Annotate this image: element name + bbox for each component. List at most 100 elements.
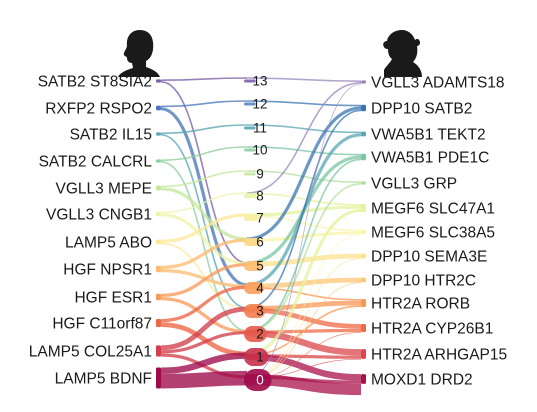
left-node-bar-lamp5-col25a1 <box>156 345 161 357</box>
middle-node-6 <box>244 238 261 246</box>
flow-hgf-esr1-to-2 <box>160 297 248 334</box>
left-label-hgf-c11orf87: HGF C11orf87 <box>52 316 152 333</box>
right-node-bar-vwa5b1-tekt2 <box>361 131 366 137</box>
flow-2-to-vwa5b1-pde1c <box>246 158 362 332</box>
middle-label-0: 0 <box>256 373 264 388</box>
middle-node-2 <box>244 326 267 342</box>
middle-label-12: 12 <box>252 97 267 112</box>
monkey-head-silhouette-icon <box>383 30 422 77</box>
left-label-satb2-calcrl: SATB2 CALCRL <box>39 154 153 171</box>
middle-node-13 <box>244 79 256 83</box>
right-node-bar-dpp10-satb2 <box>361 104 366 112</box>
left-label-lamp5-abo: LAMP5 ABO <box>65 235 152 252</box>
middle-node-3 <box>244 304 266 318</box>
node-bars <box>156 79 366 391</box>
left-node-bar-rxfp2-rspo2 <box>156 105 161 111</box>
left-label-vgll3-cngb1: VGLL3 CNGB1 <box>46 207 152 224</box>
flow-lamp5-bdnf-to-0 <box>160 370 248 389</box>
middle-node-10 <box>244 148 256 152</box>
flow-hgf-c11orf87-to-4 <box>160 285 248 323</box>
left-label-satb2-st8sia2: SATB2 ST8SIA2 <box>38 74 152 91</box>
flow-3-to-dpp10-satb2 <box>246 109 362 309</box>
middle-label-6: 6 <box>256 235 264 250</box>
flow-vgll3-mepe-to-9 <box>160 170 248 188</box>
flow-lamp5-col25a1-to-3 <box>160 306 248 351</box>
flow-vgll3-cngb1-to-5 <box>160 213 248 266</box>
middle-node-1 <box>244 348 269 366</box>
left-node-bar-vgll3-cngb1 <box>156 211 161 217</box>
right-node-bar-vwa5b1-pde1c <box>361 153 366 161</box>
middle-label-2: 2 <box>256 327 264 342</box>
flow-vgll3-mepe-to-6 <box>160 187 248 241</box>
flow-lamp5-col25a1-to-2 <box>160 331 248 354</box>
middle-node-9 <box>244 172 256 176</box>
middle-node-11 <box>244 126 256 130</box>
right-label-htr2a-rorb: HTR2A RORB <box>371 296 470 313</box>
middle-label-1: 1 <box>256 350 264 365</box>
right-label-vwa5b1-tekt2: VWA5B1 TEKT2 <box>371 127 486 144</box>
right-label-vwa5b1-pde1c: VWA5B1 PDE1C <box>371 150 489 167</box>
right-label-megf6-slc38a5: MEGF6 SLC38A5 <box>371 225 495 242</box>
left-node-bar-vgll3-mepe <box>156 185 161 191</box>
middle-node-4 <box>244 282 264 294</box>
flow-8-to-vgll3-adamts18 <box>246 82 362 194</box>
left-label-hgf-npsr1: HGF NPSR1 <box>63 262 152 279</box>
middle-label-8: 8 <box>256 189 264 204</box>
right-label-megf6-slc47a1: MEGF6 SLC47A1 <box>371 201 495 218</box>
flow-11-to-vwa5b1-tekt2 <box>246 124 362 134</box>
right-node-bar-vgll3-grp <box>361 181 366 185</box>
middle-label-4: 4 <box>256 281 264 296</box>
flow-13-to-vgll3-adamts18 <box>246 77 362 82</box>
flow-rxfp2-rspo2-to-4 <box>160 107 248 287</box>
flow-lamp5-bdnf-to-1 <box>160 352 248 374</box>
flow-hgf-npsr1-to-6 <box>160 238 248 269</box>
middle-node-12 <box>244 102 256 106</box>
right-label-htr2a-cyp26b1: HTR2A CYP26B1 <box>371 321 493 338</box>
left-label-lamp5-bdnf: LAMP5 BDNF <box>55 371 152 388</box>
left-label-satb2-il15: SATB2 IL15 <box>70 127 152 144</box>
flow-5-to-dpp10-sema3e <box>246 253 362 267</box>
right-label-vgll3-adamts18: VGLL3 ADAMTS18 <box>371 75 505 92</box>
flow-1-to-megf6-slc47a1 <box>246 208 362 356</box>
right-node-bar-htr2a-rorb <box>361 298 366 308</box>
right-label-vgll3-grp: VGLL3 GRP <box>371 176 457 193</box>
flow-lamp5-abo-to-7 <box>160 213 248 243</box>
flow-lamp5-abo-to-3 <box>160 242 248 310</box>
right-node-bar-htr2a-cyp26b1 <box>361 323 366 333</box>
flow-0-to-vgll3-adamts18 <box>246 83 362 379</box>
right-node-bar-vgll3-adamts18 <box>361 80 366 84</box>
flow-satb2-il15-to-11 <box>160 124 248 134</box>
middle-node-7 <box>244 215 259 221</box>
left-node-bar-satb2-il15 <box>156 132 161 136</box>
left-label-rxfp2-rspo2: RXFP2 RSPO2 <box>45 101 152 118</box>
middle-node-0 <box>244 369 272 391</box>
middle-label-9: 9 <box>256 167 264 182</box>
flow-10-to-vwa5b1-pde1c <box>246 146 362 156</box>
flow-satb2-st8sia2-to-13 <box>160 77 248 81</box>
middle-label-3: 3 <box>256 304 264 319</box>
left-node-bar-hgf-esr1 <box>156 293 161 301</box>
node-labels: SATB2 ST8SIA2 RXFP2 RSPO2 SATB2 IL15 SATB2 … <box>29 74 507 389</box>
flow-satb2-il15-to-3 <box>160 134 248 309</box>
left-node-bar-lamp5-bdnf <box>156 367 161 389</box>
right-label-moxd1-drd2: MOXD1 DRD2 <box>371 372 473 389</box>
flow-8-to-megf6-slc47a1 <box>246 192 362 206</box>
human-head-silhouette-icon <box>118 30 160 77</box>
middle-node-8 <box>244 194 258 198</box>
right-node-bar-megf6-slc38a5 <box>361 229 366 235</box>
right-node-bar-htr2a-arhgap15 <box>361 349 366 359</box>
left-node-bar-hgf-c11orf87 <box>156 318 161 328</box>
middle-label-7: 7 <box>256 211 264 226</box>
flow-7-to-megf6-slc38a5 <box>246 215 362 232</box>
left-label-lamp5-col25a1: LAMP5 COL25A1 <box>29 344 152 361</box>
flow-satb2-st8sia2-to-5 <box>160 81 248 264</box>
flow-4-to-htr2a-rorb <box>246 287 362 301</box>
flow-satb2-calcrl-to-10 <box>160 146 248 161</box>
left-node-bar-satb2-st8sia2 <box>156 79 161 83</box>
right-node-bar-dpp10-sema3e <box>361 253 366 259</box>
right-node-bar-dpp10-htr2c <box>361 277 366 283</box>
flow-2-to-vgll3-grp <box>246 183 362 333</box>
right-label-dpp10-sema3e: DPP10 SEMA3E <box>371 249 487 266</box>
left-node-bar-hgf-npsr1 <box>156 265 161 273</box>
